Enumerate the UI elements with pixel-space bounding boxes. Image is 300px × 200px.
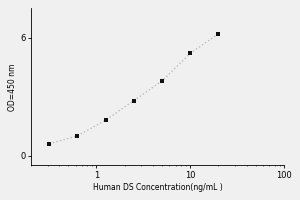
Y-axis label: OD=450 nm: OD=450 nm <box>8 63 17 111</box>
X-axis label: Human DS Concentration(ng/mL ): Human DS Concentration(ng/mL ) <box>92 183 222 192</box>
